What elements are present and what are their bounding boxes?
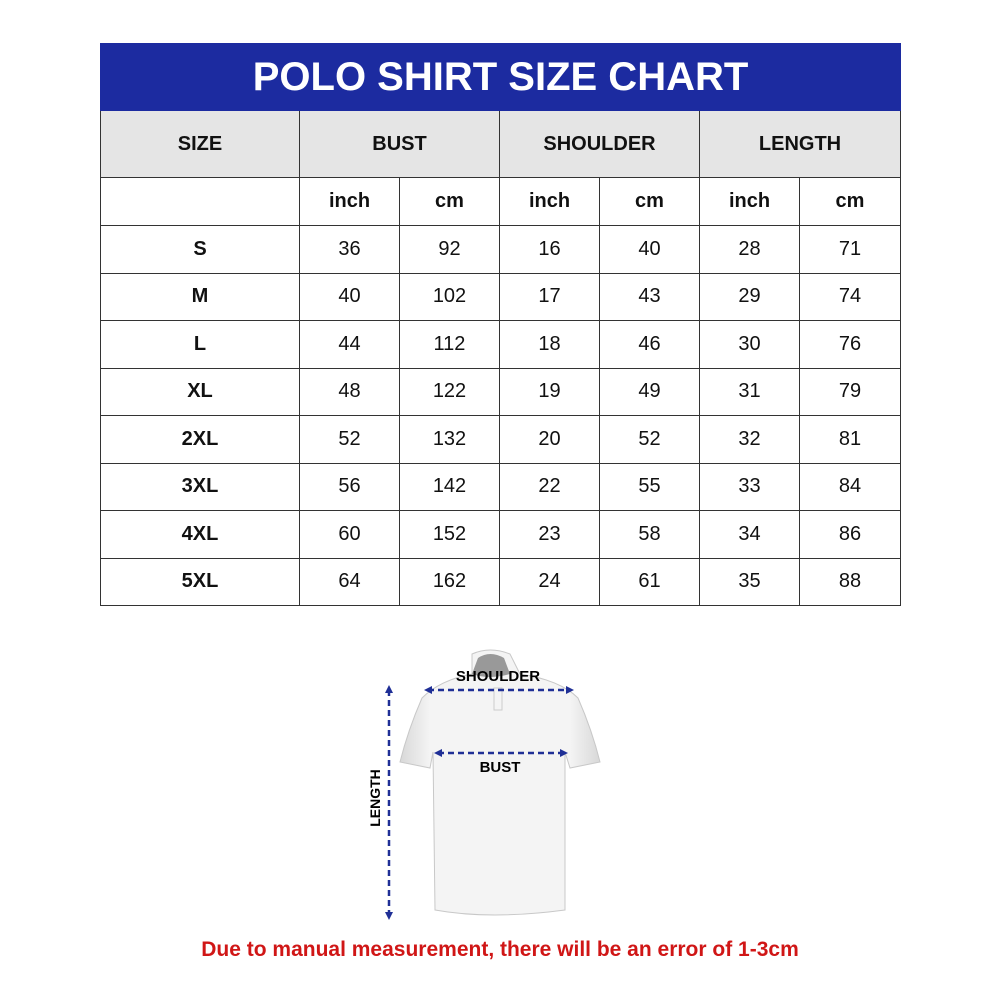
value-cell: 112 [399, 320, 500, 369]
value-cell: 88 [798, 557, 902, 606]
header-length: LENGTH [698, 110, 902, 178]
value-cell: 40 [299, 272, 400, 321]
value-cell: 61 [599, 557, 700, 606]
header-size: SIZE [100, 110, 300, 178]
value-cell: 28 [699, 225, 800, 274]
value-cell: 86 [798, 510, 902, 559]
size-cell: 2XL [100, 415, 300, 464]
unit-blank [100, 177, 300, 226]
value-cell: 74 [798, 272, 902, 321]
value-cell: 122 [399, 367, 500, 416]
table-row: L 44 112 18 46 30 76 [100, 320, 902, 369]
value-cell: 44 [299, 320, 400, 369]
table-row: 5XL 64 162 24 61 35 88 [100, 557, 902, 606]
value-cell: 34 [699, 510, 800, 559]
unit-label: cm [599, 177, 700, 226]
value-cell: 16 [499, 225, 600, 274]
value-cell: 46 [599, 320, 700, 369]
value-cell: 71 [798, 225, 902, 274]
value-cell: 30 [699, 320, 800, 369]
unit-label: cm [798, 177, 902, 226]
unit-label: inch [499, 177, 600, 226]
unit-label: inch [299, 177, 400, 226]
value-cell: 76 [798, 320, 902, 369]
value-cell: 19 [499, 367, 600, 416]
collar [472, 654, 510, 677]
value-cell: 56 [299, 462, 400, 511]
value-cell: 55 [599, 462, 700, 511]
value-cell: 29 [699, 272, 800, 321]
table-row: S 36 92 16 40 28 71 [100, 225, 902, 274]
value-cell: 22 [499, 462, 600, 511]
value-cell: 24 [499, 557, 600, 606]
value-cell: 162 [399, 557, 500, 606]
shirt-shape [399, 649, 601, 916]
header-bust: BUST [299, 110, 500, 178]
value-cell: 84 [798, 462, 902, 511]
measurement-note: Due to manual measurement, there will be… [201, 938, 799, 961]
value-cell: 79 [798, 367, 902, 416]
unit-label: cm [399, 177, 500, 226]
table-row: 2XL 52 132 20 52 32 81 [100, 415, 902, 464]
value-cell: 33 [699, 462, 800, 511]
size-cell: 4XL [100, 510, 300, 559]
table-row: 4XL 60 152 23 58 34 86 [100, 510, 902, 559]
polo-shirt-diagram: SHOULDER BUST LENGTH [367, 649, 601, 920]
value-cell: 20 [499, 415, 600, 464]
size-chart-table: POLO SHIRT SIZE CHART SIZE BUST SHOULDER… [99, 43, 902, 606]
value-cell: 36 [299, 225, 400, 274]
value-cell: 152 [399, 510, 500, 559]
value-cell: 60 [299, 510, 400, 559]
value-cell: 18 [499, 320, 600, 369]
value-cell: 52 [599, 415, 700, 464]
table-row: M 40 102 17 43 29 74 [100, 272, 902, 321]
size-cell: M [100, 272, 300, 321]
value-cell: 43 [599, 272, 700, 321]
shoulder-label: SHOULDER [456, 668, 540, 685]
value-cell: 102 [399, 272, 500, 321]
table-row: XL 48 122 19 49 31 79 [100, 367, 902, 416]
unit-label: inch [699, 177, 800, 226]
size-cell: 3XL [100, 462, 300, 511]
value-cell: 32 [699, 415, 800, 464]
length-label: LENGTH [367, 769, 383, 827]
value-cell: 48 [299, 367, 400, 416]
size-cell: XL [100, 367, 300, 416]
header-shoulder: SHOULDER [499, 110, 700, 178]
value-cell: 142 [399, 462, 500, 511]
value-cell: 58 [599, 510, 700, 559]
size-cell: L [100, 320, 300, 369]
value-cell: 35 [699, 557, 800, 606]
value-cell: 132 [399, 415, 500, 464]
value-cell: 64 [299, 557, 400, 606]
size-cell: 5XL [100, 557, 300, 606]
size-cell: S [100, 225, 300, 274]
value-cell: 49 [599, 367, 700, 416]
value-cell: 23 [499, 510, 600, 559]
bust-label: BUST [480, 759, 521, 776]
chart-title: POLO SHIRT SIZE CHART [99, 43, 902, 111]
value-cell: 40 [599, 225, 700, 274]
table-row: 3XL 56 142 22 55 33 84 [100, 462, 902, 511]
value-cell: 17 [499, 272, 600, 321]
value-cell: 92 [399, 225, 500, 274]
value-cell: 31 [699, 367, 800, 416]
value-cell: 81 [798, 415, 902, 464]
value-cell: 52 [299, 415, 400, 464]
